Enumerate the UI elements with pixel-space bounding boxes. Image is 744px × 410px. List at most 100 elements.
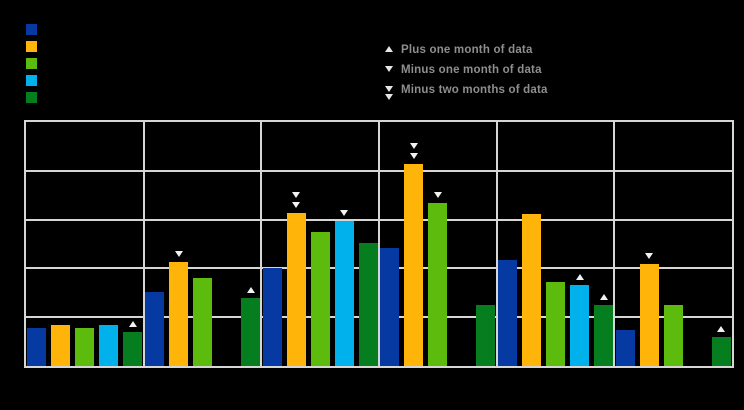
gridlines (26, 122, 732, 366)
plus-one-month-marker-icon (128, 321, 137, 327)
bar-series-orange-group-3 (286, 213, 306, 366)
minus-one-month-marker-icon (174, 251, 183, 257)
bar-series-green-group-2 (193, 278, 212, 366)
bar-slot (145, 122, 164, 366)
bar-series-blue-group-5 (498, 260, 518, 366)
up-triangle-icon (717, 326, 726, 332)
series-legend (26, 24, 37, 103)
bar-slot (241, 122, 260, 366)
bar-slot (452, 122, 471, 366)
bar-series-dark-green-group-3 (358, 243, 378, 366)
bar-slot (99, 122, 119, 366)
marker-legend-label: Minus two months of data (401, 84, 548, 96)
bar-series-orange-group-2 (169, 262, 188, 366)
bar-slot (27, 122, 47, 366)
bar-slot (711, 122, 731, 366)
bar-series-orange-group-1 (51, 325, 71, 366)
plus-marker-icon (384, 43, 394, 52)
down-triangle-icon (292, 202, 301, 208)
bar-slot (380, 122, 400, 366)
plot-area (24, 120, 734, 368)
plus-one-month-marker-icon (246, 287, 255, 293)
bar-slot (169, 122, 188, 366)
bar-series-green-group-3 (310, 232, 330, 366)
bar-series-blue-group-2 (145, 292, 164, 366)
bar-series-cyan-group-3 (334, 221, 354, 366)
up-triangle-icon (599, 294, 608, 300)
bar-slot (358, 122, 378, 366)
up-triangle-icon (385, 46, 393, 52)
bar-slot (428, 122, 448, 366)
up-triangle-icon (575, 274, 584, 280)
marker-legend: Plus one month of data Minus one month of… (384, 43, 548, 103)
marker-legend-row: Plus one month of data (384, 43, 548, 63)
down-triangle-icon (385, 86, 393, 92)
bar-group-4 (379, 122, 497, 366)
bar-slot (404, 122, 424, 366)
bar-series-green-group-6 (663, 305, 683, 366)
down-triangle-icon (433, 192, 442, 198)
bar-series-dark-green-group-6 (711, 337, 731, 366)
bar-slot (193, 122, 212, 366)
minus-two-months-marker-icon (292, 192, 301, 208)
bar-slot (522, 122, 542, 366)
bar-series-green-group-4 (428, 203, 448, 366)
bar-series-green-group-5 (546, 282, 566, 366)
gridline-vertical (378, 122, 380, 366)
legend-swatch-series-dark-green (26, 92, 37, 103)
bar-series-orange-group-4 (404, 164, 424, 366)
gridline-vertical (495, 122, 498, 366)
down-triangle-icon (340, 210, 349, 216)
up-triangle-icon (246, 287, 255, 293)
bar-slot (310, 122, 330, 366)
bar-slot (476, 122, 496, 366)
bar-slot (570, 122, 590, 366)
legend-swatch-series-orange (26, 41, 37, 52)
gridline-vertical (142, 122, 145, 366)
gridline-vertical (260, 122, 263, 366)
minus-one-month-marker-icon (645, 253, 654, 259)
marker-legend-row: Minus one month of data (384, 63, 548, 83)
down-triangle-icon (409, 143, 418, 149)
minus-two-months-marker-icon (409, 143, 418, 159)
bar-series-dark-green-group-2 (241, 298, 260, 366)
bar-slot (286, 122, 306, 366)
down-triangle-icon (385, 66, 393, 72)
bar-groups (26, 122, 732, 366)
bar-slot (51, 122, 71, 366)
bar-series-blue-group-4 (380, 248, 400, 366)
marker-legend-label: Plus one month of data (401, 44, 533, 56)
bar-slot (75, 122, 95, 366)
bar-slot (217, 122, 236, 366)
down-triangle-icon (292, 192, 301, 198)
bar-series-dark-green-group-1 (123, 332, 143, 366)
bar-slot (639, 122, 659, 366)
legend-swatch-series-cyan (26, 75, 37, 86)
marker-legend-label: Minus one month of data (401, 64, 542, 76)
minus-one-month-marker-icon (433, 192, 442, 198)
bar-series-green-group-1 (75, 328, 95, 366)
bar-series-orange-group-6 (639, 264, 659, 366)
bar-series-cyan-group-1 (99, 325, 119, 366)
bar-slot (334, 122, 354, 366)
gridline-vertical (613, 122, 616, 366)
plus-one-month-marker-icon (717, 326, 726, 332)
bar-series-blue-group-1 (27, 328, 47, 366)
legend-swatch-series-green (26, 58, 37, 69)
bar-group-6 (614, 122, 732, 366)
down-triangle-icon (385, 94, 393, 100)
bar-group-3 (261, 122, 379, 366)
bar-slot (594, 122, 614, 366)
bar-series-cyan-group-5 (570, 285, 590, 366)
bar-series-blue-group-3 (262, 268, 282, 366)
bar-slot (663, 122, 683, 366)
bar-series-orange-group-5 (522, 214, 542, 366)
bar-slot (123, 122, 143, 366)
plus-one-month-marker-icon (575, 274, 584, 280)
bar-slot (262, 122, 282, 366)
plus-one-month-marker-icon (599, 294, 608, 300)
minus-two-marker-icon (384, 83, 394, 100)
bar-group-2 (144, 122, 262, 366)
down-triangle-icon (409, 153, 418, 159)
